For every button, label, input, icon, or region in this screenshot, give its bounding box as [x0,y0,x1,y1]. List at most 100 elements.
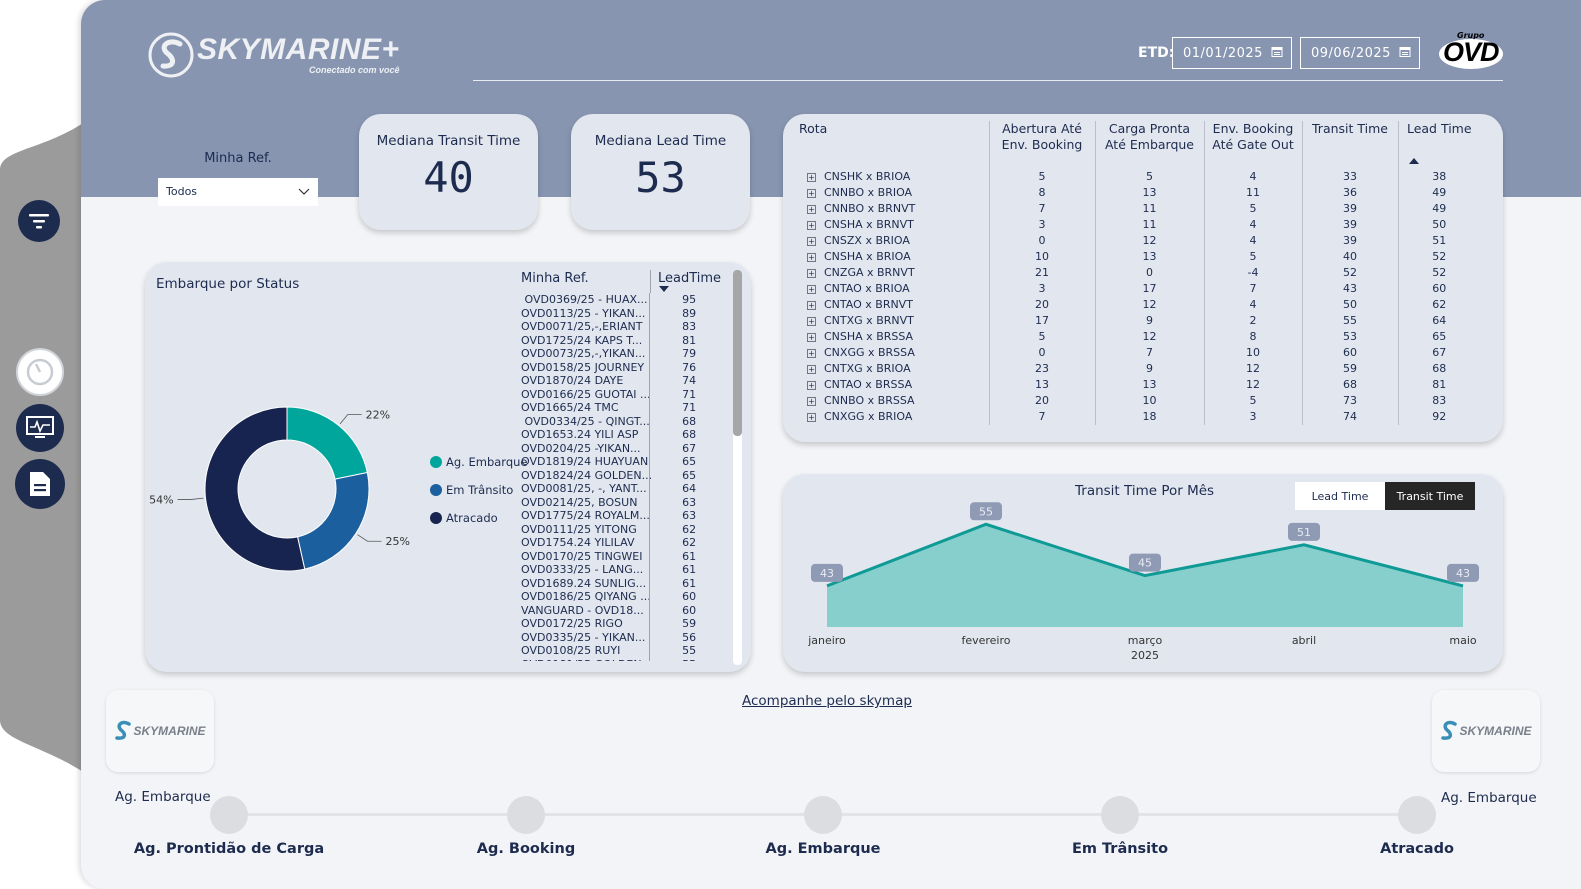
ref-name: OVD0158/25 JOURNEY [521,360,645,374]
ref-row[interactable]: OVD1653.24 YILI ASP 68 [521,428,731,442]
ref-row[interactable]: OVD0186/25 QIYANG ... 60 [521,590,731,604]
routes-row[interactable]: + CNNBO x BRIOA 8 13 11 36 49 [793,185,1480,201]
ref-row[interactable]: OVD0334/25 - QINGT... 68 [521,415,731,429]
routes-row[interactable]: + CNXGG x BRIOA 7 18 3 74 92 [793,409,1480,425]
legend-item[interactable]: Atracado [430,511,527,525]
routes-row[interactable]: + CNTAO x BRSSA 13 13 12 68 81 [793,377,1480,393]
ref-name: OVD0108/25 RUYI [521,644,621,657]
ref-dropdown[interactable]: Todos [158,178,318,206]
expand-icon[interactable]: + [807,268,816,278]
ref-row[interactable]: OVD0108/25 RUYI 55 [521,644,731,658]
ref-row[interactable]: OVD0335/25 - YIKAN... 56 [521,631,731,645]
skymap-link[interactable]: Acompanhe pelo skymap [742,693,912,709]
expand-icon[interactable]: + [807,236,816,246]
ref-col-header[interactable]: Minha Ref. [521,271,589,286]
expand-icon[interactable]: + [807,172,816,182]
routes-row[interactable]: + CNZGA x BRNVT 21 0 -4 52 52 [793,265,1480,281]
donut-slice[interactable] [296,471,370,570]
ref-row[interactable]: OVD0081/25, -, YANT... 64 [521,482,731,496]
routes-row[interactable]: + CNSHA x BRSSA 5 12 8 53 65 [793,329,1480,345]
routes-row[interactable]: + CNSHA x BRIOA 10 13 5 40 52 [793,249,1480,265]
routes-cell: 38 [1432,170,1447,183]
ref-row[interactable]: OVD1665/24 TMC 71 [521,401,731,415]
ref-row[interactable]: OVD0172/25 RIGO 59 [521,617,731,631]
expand-icon[interactable]: + [807,364,816,374]
ref-row[interactable]: OVD0073/25,-,YIKAN... 79 [521,347,731,361]
sort-icon[interactable] [659,286,669,293]
ref-name: OVD0181/25 GOLDEN... [521,658,652,662]
legend-item[interactable]: Ag. Embarque [430,455,527,469]
routes-row[interactable]: + CNTXG x BRNVT 17 9 2 55 64 [793,313,1480,329]
ref-row[interactable]: OVD0369/25 - HUAX... 95 [521,293,731,307]
routes-col-header[interactable]: Env. Booking Até Gate Out [1204,121,1303,153]
leadtime-col-header[interactable]: LeadTime [650,270,731,293]
toggle-transit-time[interactable]: Transit Time [1385,482,1475,510]
filter-button[interactable] [18,200,60,242]
calendar-icon[interactable] [1399,46,1411,58]
document-button[interactable] [15,459,65,509]
ref-row[interactable]: OVD0181/25 GOLDEN...55 [521,658,731,662]
expand-icon[interactable]: + [807,316,816,326]
routes-row[interactable]: + CNSHK x BRIOA 5 5 4 33 38 [793,169,1480,185]
expand-icon[interactable]: + [807,252,816,262]
ref-row[interactable]: OVD0214/25, BOSUN 63 [521,496,731,510]
expand-icon[interactable]: + [807,188,816,198]
ref-scrollbar-thumb[interactable] [733,270,742,436]
ref-leadtime: 62 [682,522,697,536]
routes-row[interactable]: + CNSZX x BRIOA 0 12 4 39 51 [793,233,1480,249]
expand-icon[interactable]: + [807,204,816,214]
routes-row[interactable]: + CNNBO x BRNVT 7 11 5 39 49 [793,201,1480,217]
ref-row[interactable]: OVD1824/24 GOLDEN... 65 [521,469,731,483]
expand-icon[interactable]: + [807,220,816,230]
ref-row[interactable]: OVD0111/25 YITONG 62 [521,523,731,537]
expand-icon[interactable]: + [807,284,816,294]
sort-icon[interactable] [1409,158,1420,164]
clock-button[interactable] [16,348,64,396]
routes-row[interactable]: + CNTAO x BRNVT 20 12 4 50 62 [793,297,1480,313]
ref-row[interactable]: OVD1754.24 YILILAV 62 [521,536,731,550]
legend-label: Em Trânsito [446,483,514,497]
routes-row[interactable]: + CNTAO x BRIOA 3 17 7 43 60 [793,281,1480,297]
routes-col-header[interactable]: Carga Pronta Até Embarque [1095,121,1205,153]
ref-row[interactable]: OVD0158/25 JOURNEY 76 [521,361,731,375]
monitor-button[interactable] [16,404,64,452]
ref-name: OVD1819/24 HUAYUAN [521,455,649,468]
data-label-box [970,502,1002,521]
routes-row[interactable]: + CNXGG x BRSSA 0 7 10 60 67 [793,345,1480,361]
ref-row[interactable]: VANGUARD - OVD18... 60 [521,604,731,618]
ref-row[interactable]: OVD0170/25 TINGWEI 61 [521,550,731,564]
routes-row[interactable]: + CNTXG x BRIOA 23 9 12 59 68 [793,361,1480,377]
expand-icon[interactable]: + [807,300,816,310]
routes-row[interactable]: + CNSHA x BRNVT 3 11 4 39 50 [793,217,1480,233]
donut-slice[interactable] [286,406,368,480]
ref-name: OVD0170/25 TINGWEI [521,549,643,563]
ref-row[interactable]: OVD0071/25,-,ERIANT 83 [521,320,731,334]
expand-icon[interactable]: + [807,412,816,422]
ref-row[interactable]: OVD1870/24 DAYE 74 [521,374,731,388]
donut-slice[interactable] [204,406,306,572]
ref-row[interactable]: OVD0333/25 - LANG... 61 [521,563,731,577]
ref-row[interactable]: OVD0113/25 - YIKAN... 89 [521,307,731,321]
ref-row[interactable]: OVD0166/25 GUOTAI ... 71 [521,388,731,402]
calendar-icon[interactable] [1271,46,1283,58]
routes-col-header[interactable]: Abertura Até Env. Booking [989,121,1096,153]
routes-row[interactable]: + CNNBO x BRSSA 20 10 5 73 83 [793,393,1480,409]
expand-icon[interactable]: + [807,332,816,342]
routes-col-header[interactable]: Transit Time [1302,121,1399,153]
expand-icon[interactable]: + [807,396,816,406]
routes-cell: 36 [1302,185,1399,201]
expand-icon[interactable]: + [807,348,816,358]
ref-scrollbar-track[interactable] [733,270,742,665]
expand-icon[interactable]: + [807,380,816,390]
ref-row[interactable]: OVD1725/24 KAPS T... 81 [521,334,731,348]
legend-item[interactable]: Em Trânsito [430,483,527,497]
ref-row[interactable]: OVD0204/25 -YIKAN... 67 [521,442,731,456]
toggle-lead-time[interactable]: Lead Time [1295,482,1385,510]
routes-col-header[interactable]: Rota [793,121,990,153]
ref-row[interactable]: OVD1689.24 SUNLIG... 61 [521,577,731,591]
date-to-input[interactable]: 09/06/2025 [1300,37,1420,69]
date-from-input[interactable]: 01/01/2025 [1172,37,1292,69]
ref-row[interactable]: OVD1775/24 ROYALM... 63 [521,509,731,523]
routes-col-header[interactable]: Lead Time [1406,121,1472,136]
ref-row[interactable]: OVD1819/24 HUAYUAN 65 [521,455,731,469]
